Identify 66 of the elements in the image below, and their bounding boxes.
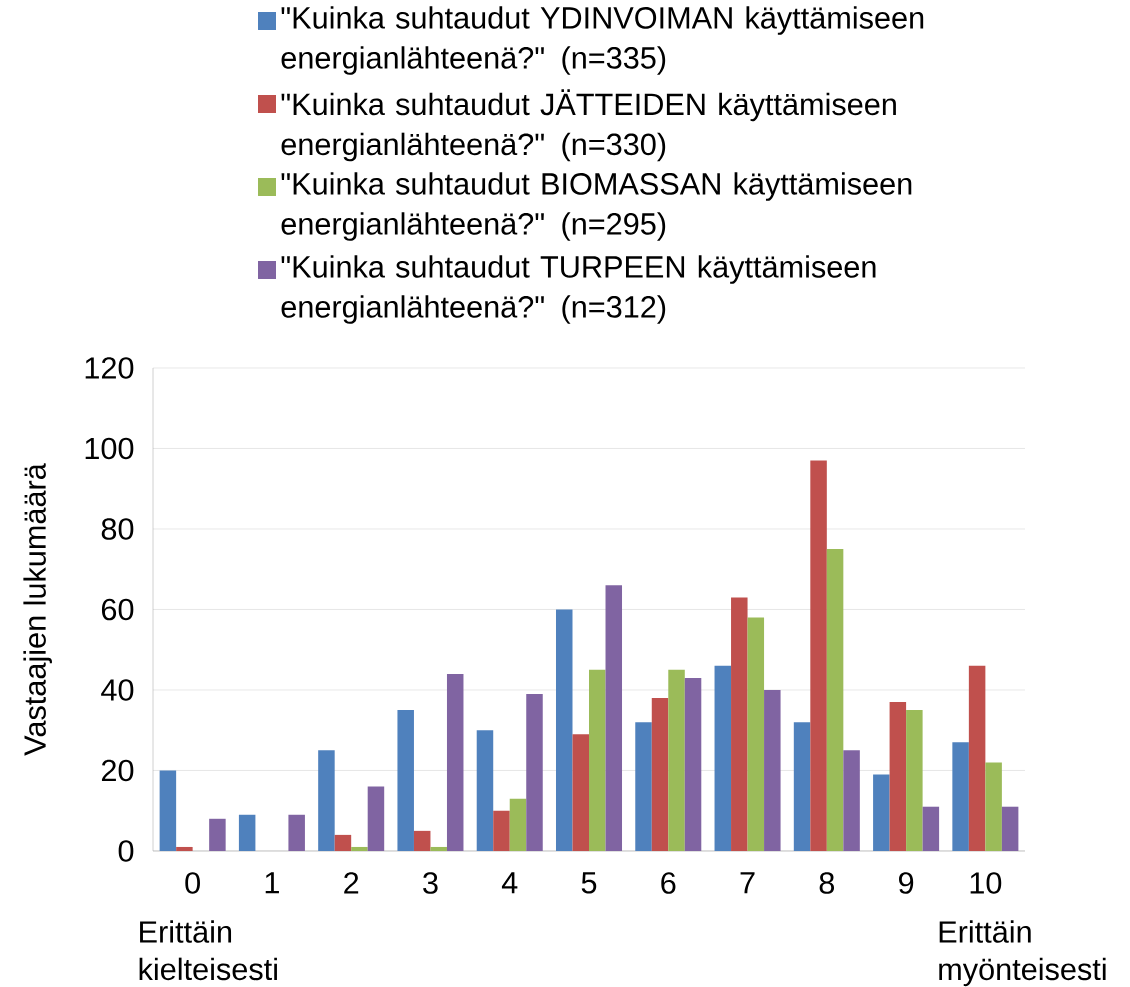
bar (684, 677, 702, 851)
bar (605, 585, 623, 851)
bar (509, 798, 527, 851)
text: Erittäin myönteisesti (939, 920, 1106, 987)
bar (351, 846, 368, 851)
legend-label: "Kuinka suhtaudut BIOMASSAN käyttämiseen energianlähteenä?" (n=295) (281, 172, 912, 241)
x-tick-label: 1 (265, 872, 279, 894)
bar (589, 669, 606, 851)
text: Erittäin kielteisesti (139, 920, 277, 981)
x-tick-label: 5 (581, 872, 597, 894)
bar (843, 750, 860, 851)
x-tick-label: 9 (899, 872, 914, 894)
bar (952, 742, 969, 851)
bar (238, 814, 256, 851)
x-tick-label: 7 (740, 872, 755, 894)
bar (635, 722, 652, 851)
bar (430, 846, 447, 851)
bar (397, 710, 414, 851)
bar (159, 770, 177, 851)
x-tick-label: 4 (501, 872, 518, 894)
y-tick-label: 0 (118, 840, 134, 862)
bar (334, 834, 352, 851)
bar (413, 830, 431, 851)
bar (731, 597, 748, 851)
bar (209, 818, 226, 851)
y-tick-label: 20 (101, 759, 134, 782)
bar (493, 810, 510, 851)
legend-label: "Kuinka suhtaudut JÄTTEIDEN käyttämiseen energianlähteenä?" (n=330) (281, 89, 896, 162)
x-tick-label: 6 (661, 872, 676, 894)
bar (476, 730, 494, 851)
bar (922, 806, 940, 851)
bar (873, 774, 890, 851)
bar (1001, 806, 1019, 851)
bar (572, 734, 589, 851)
y-tick-label: 80 (101, 518, 134, 540)
y-tick-label: 60 (101, 598, 134, 621)
bar (288, 814, 305, 851)
bar (985, 762, 1002, 851)
bar (764, 689, 781, 851)
y-tick-label: 100 (85, 437, 134, 460)
bar (747, 617, 765, 851)
legend-label: "Kuinka suhtaudut TURPEEN käyttämiseen energianlähteenä?" (n=312) (281, 255, 876, 324)
bar (714, 665, 732, 851)
bar (526, 694, 543, 851)
bar (906, 710, 923, 851)
x-tick-label: 8 (819, 872, 835, 894)
bar (793, 722, 811, 851)
y-axis-title: Vastaajien lukumäärä (23, 463, 52, 756)
bar (555, 609, 573, 851)
bar (651, 698, 669, 851)
x-tick-label: 10 (970, 872, 1002, 894)
x-tick-label: 0 (185, 872, 200, 894)
bar (176, 846, 193, 851)
bar (668, 669, 685, 851)
x-tick-label: 2 (344, 872, 359, 894)
bar (810, 460, 827, 851)
x-tick-label: 3 (423, 872, 438, 894)
bar (826, 549, 844, 851)
y-tick-label: 40 (101, 679, 134, 701)
bar (367, 786, 385, 851)
bar (446, 673, 464, 851)
legend-label: "Kuinka suhtaudut YDINVOIMAN käyttämiseen energianlähteenä?" (n=335) (281, 6, 924, 75)
bar (318, 750, 335, 851)
bar (889, 702, 907, 851)
bar (968, 665, 986, 851)
y-tick-label: 120 (85, 357, 134, 379)
